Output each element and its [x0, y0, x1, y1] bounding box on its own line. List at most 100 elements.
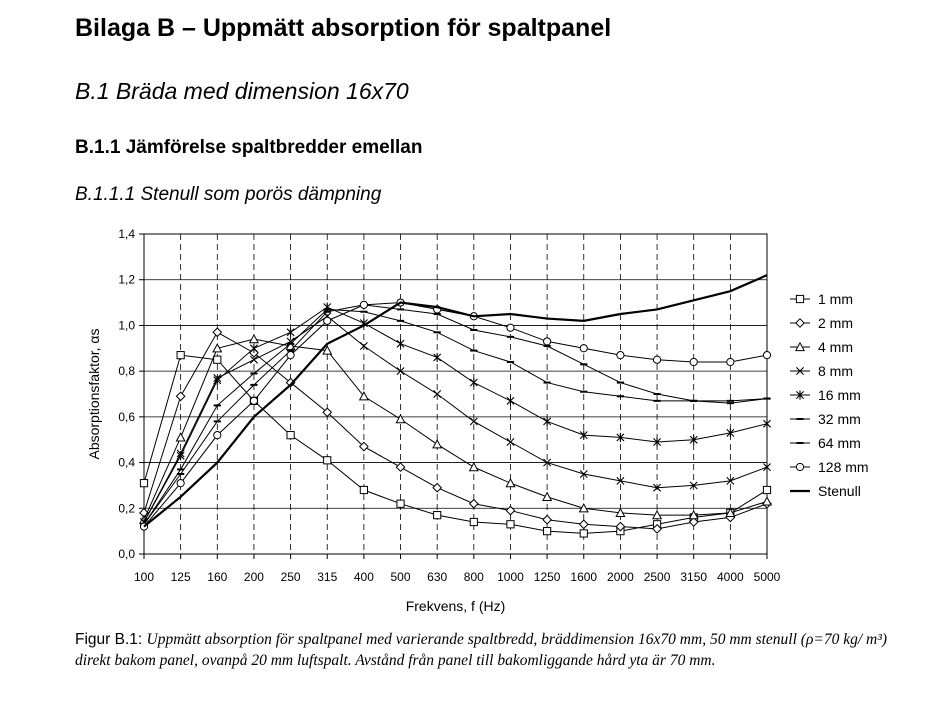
data-point	[762, 485, 772, 495]
data-point	[616, 351, 625, 360]
series-line-8-mm	[143, 315, 768, 523]
data-point	[213, 375, 222, 385]
legend-label: 32 mm	[818, 411, 861, 427]
series-line-128-mm	[143, 302, 768, 527]
data-point	[542, 491, 553, 501]
data-point	[469, 517, 478, 527]
series-line-2-mm	[143, 331, 768, 530]
series-line-32-mm	[143, 308, 768, 525]
absorption-chart: 0,0 0,2 0,4 0,6 0,8 1,0 1,2 1,4 100 125 160 200 250 3…	[86, 227, 869, 614]
data-point	[616, 432, 625, 443]
data-point	[652, 509, 663, 520]
data-point	[175, 391, 186, 402]
data-point	[249, 355, 258, 364]
data-point	[579, 470, 588, 478]
x-tick-label: 1000	[497, 570, 524, 584]
data-point	[248, 333, 259, 344]
data-point	[506, 396, 515, 406]
data-point	[616, 476, 625, 485]
caption-label: Figur B.1:	[75, 631, 143, 648]
y-tick-label: 0,8	[118, 364, 135, 378]
series-line-64-mm	[143, 304, 768, 525]
data-point	[433, 390, 442, 398]
data-point	[432, 439, 443, 449]
data-point	[542, 514, 553, 525]
data-point	[726, 357, 735, 367]
data-point	[543, 416, 552, 427]
data-point	[286, 431, 295, 440]
x-tick-label: 1250	[534, 570, 561, 584]
legend-label: 16 mm	[818, 387, 861, 403]
data-point	[506, 438, 515, 446]
data-point	[358, 391, 369, 401]
plot-area	[143, 233, 768, 555]
legend-label: 128 mm	[818, 459, 869, 475]
y-tick-label: 1,2	[118, 273, 135, 287]
data-point	[505, 505, 516, 516]
data-point	[761, 496, 773, 506]
x-tick-label: 125	[171, 570, 191, 584]
data-point	[176, 451, 185, 461]
x-tick-label: 5000	[754, 570, 781, 584]
x-axis-title: Frekvens, f (Hz)	[406, 598, 506, 614]
data-point	[506, 323, 515, 332]
data-point	[579, 430, 588, 440]
data-point	[468, 498, 479, 509]
data-point	[506, 520, 515, 529]
x-tick-label: 800	[464, 570, 484, 584]
data-point	[359, 485, 368, 495]
data-point	[139, 479, 149, 488]
data-point	[653, 437, 662, 447]
y-axis-title: Absorptionsfaktor, αs	[86, 328, 102, 459]
legend-label: Stenull	[818, 483, 861, 499]
data-point	[725, 507, 736, 517]
data-point	[689, 435, 698, 445]
data-point	[395, 413, 406, 424]
legend-marker	[796, 390, 804, 400]
data-point	[689, 357, 698, 367]
data-point	[358, 441, 369, 452]
data-point	[689, 481, 698, 490]
data-point	[359, 342, 368, 350]
data-point	[763, 463, 771, 472]
data-point	[322, 345, 333, 355]
data-point	[213, 355, 222, 364]
data-point	[688, 517, 699, 527]
y-tick-label: 0,4	[118, 456, 135, 470]
x-tick-label: 3150	[680, 570, 707, 584]
data-point	[432, 482, 443, 493]
legend-label: 1 mm	[818, 291, 853, 307]
x-tick-label: 160	[207, 570, 227, 584]
data-point	[688, 509, 699, 520]
data-point	[395, 462, 406, 473]
y-tick-label: 0,6	[118, 410, 135, 424]
data-point	[578, 519, 589, 530]
data-point	[176, 351, 185, 360]
appendix-heading: Bilaga B – Uppmätt absorption för spaltp…	[75, 14, 612, 42]
x-tick-label: 400	[354, 570, 374, 584]
x-tick-label: 2500	[644, 570, 671, 584]
legend-marker	[794, 341, 806, 352]
data-point	[212, 327, 223, 338]
data-point	[543, 337, 552, 346]
data-point	[213, 431, 222, 440]
x-tick-label: 500	[391, 570, 411, 584]
x-tick-label: 200	[244, 570, 264, 584]
legend-marker	[795, 318, 805, 328]
x-tick-label: 630	[427, 570, 447, 584]
data-point	[286, 351, 295, 360]
y-tick-label: 0,2	[118, 501, 135, 515]
data-point	[249, 396, 259, 405]
data-point	[212, 343, 223, 353]
data-point	[578, 503, 589, 513]
x-tick-label: 4000	[717, 570, 744, 584]
data-point	[323, 316, 332, 325]
data-point	[175, 432, 186, 442]
legend-label: 4 mm	[818, 339, 853, 355]
data-point	[615, 521, 626, 532]
data-point	[249, 343, 258, 353]
data-point	[433, 511, 442, 520]
data-point	[396, 339, 405, 349]
data-point	[468, 461, 479, 472]
series-line-stenull	[143, 274, 768, 528]
